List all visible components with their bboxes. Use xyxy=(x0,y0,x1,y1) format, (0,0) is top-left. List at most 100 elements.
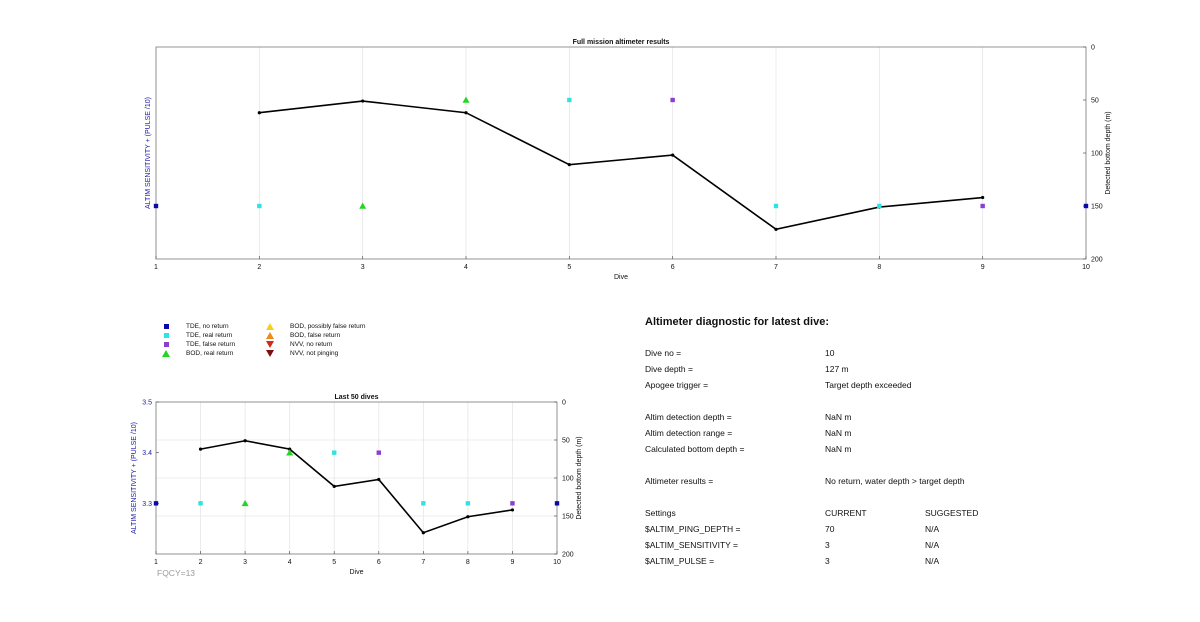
x-tick-label: 2 xyxy=(199,559,203,566)
tde-marker xyxy=(510,501,515,506)
bod-marker xyxy=(462,96,470,103)
chart-legend: TDE, no return TDE, real return TDE, fal… xyxy=(156,320,416,362)
depth-point xyxy=(774,227,778,231)
x-tick-label: 9 xyxy=(510,559,514,566)
square-marker-icon xyxy=(162,332,170,340)
right-tick-label: 150 xyxy=(562,514,574,521)
setting-current: 3 xyxy=(825,556,830,566)
x-tick-label: 7 xyxy=(774,264,778,271)
tde-marker xyxy=(670,97,675,103)
diagnostic-label: Altim detection range = xyxy=(645,428,733,438)
x-tick-label: 6 xyxy=(671,264,675,271)
x-tick-label: 6 xyxy=(377,559,381,566)
left-tick-label: 3.5 xyxy=(142,400,152,407)
diagnostic-value: 127 m xyxy=(825,364,849,374)
triangle-down-marker-icon xyxy=(266,349,274,358)
x-tick-label: 5 xyxy=(332,559,336,566)
x-axis-label: Dive xyxy=(614,274,628,281)
depth-point xyxy=(257,111,261,115)
depth-point xyxy=(671,153,675,157)
legend-label: BOD, possibly false return xyxy=(290,323,366,330)
diagnostic-title: Altimeter diagnostic for latest dive: xyxy=(645,316,829,328)
left-tick-label: 3.3 xyxy=(142,501,152,508)
tde-marker xyxy=(421,501,426,506)
depth-point xyxy=(466,515,470,519)
x-tick-label: 3 xyxy=(243,559,247,566)
right-tick-label: 200 xyxy=(1091,257,1103,264)
left-tick-label: 3.4 xyxy=(142,450,152,457)
x-tick-label: 3 xyxy=(361,264,365,271)
tde-marker xyxy=(153,501,159,506)
depth-point xyxy=(981,195,985,200)
diagnostic-row: Calculated bottom depth = NaN m xyxy=(645,444,1165,456)
legend-item: TDE, false return xyxy=(162,340,235,349)
depth-point xyxy=(361,99,365,103)
settings-row: $ALTIM_PULSE = 3 N/A xyxy=(645,556,1165,568)
x-tick-label: 1 xyxy=(154,264,158,271)
settings-header-suggested: SUGGESTED xyxy=(925,508,979,518)
depth-line xyxy=(259,100,983,231)
triangle-up-marker-icon xyxy=(266,322,274,331)
x-tick-label: 8 xyxy=(466,559,470,566)
diagnostic-row: Altim detection range = NaN m xyxy=(645,428,1165,440)
triangle-up-marker-icon xyxy=(162,349,170,358)
frequency-label: FQCY=13 xyxy=(157,568,196,578)
left-axis-label: ALTIM SENSITIVITY + (PULSE /10) xyxy=(145,97,152,209)
altimeter-diagnostic-panel: Altimeter diagnostic for latest dive: Di… xyxy=(645,312,1165,582)
tde-marker xyxy=(1083,203,1089,209)
bod-marker xyxy=(241,499,249,507)
depth-point xyxy=(567,163,571,167)
depth-point xyxy=(510,508,515,512)
chart-title: Full mission altimeter results xyxy=(573,39,670,46)
left-axis-label: ALTIM SENSITIVITY + (PULSE /10) xyxy=(131,422,138,534)
x-tick-label: 4 xyxy=(464,264,468,271)
legend-label: TDE, real return xyxy=(186,332,233,339)
diagnostic-row: Dive depth = 127 m xyxy=(645,364,1165,376)
right-tick-label: 50 xyxy=(1091,98,1099,105)
diagnostic-label: Apogee trigger = xyxy=(645,380,709,390)
diagnostic-label: Calculated bottom depth = xyxy=(645,444,745,454)
tde-marker xyxy=(567,97,572,103)
setting-current: 3 xyxy=(825,540,830,550)
diagnostic-label: Altimeter results = xyxy=(645,476,714,486)
right-tick-label: 0 xyxy=(1091,45,1095,52)
settings-row: $ALTIM_SENSITIVITY = 3 N/A xyxy=(645,540,1165,552)
x-tick-label: 1 xyxy=(154,559,158,566)
triangle-down-marker-icon xyxy=(266,340,274,349)
tde-marker xyxy=(877,203,882,209)
setting-suggested: N/A xyxy=(925,524,940,534)
right-tick-label: 100 xyxy=(562,476,574,483)
setting-name: $ALTIM_PULSE = xyxy=(645,556,715,566)
legend-item: BOD, possibly false return xyxy=(266,322,366,331)
legend-label: NVV, no return xyxy=(290,341,333,348)
bod-marker xyxy=(359,202,367,209)
setting-name: $ALTIM_SENSITIVITY = xyxy=(645,540,738,550)
legend-item: BOD, false return xyxy=(266,331,340,340)
tde-marker xyxy=(980,203,985,209)
chart-title: Last 50 dives xyxy=(335,394,379,401)
x-tick-label: 10 xyxy=(553,559,561,566)
right-axis-label: Detected bottom depth (m) xyxy=(576,436,583,519)
right-tick-label: 150 xyxy=(1091,204,1103,211)
triangle-up-marker-icon xyxy=(266,331,274,340)
x-tick-label: 9 xyxy=(981,264,985,271)
right-tick-label: 0 xyxy=(562,400,566,407)
tde-marker xyxy=(554,501,560,506)
legend-label: BOD, false return xyxy=(290,332,341,339)
square-marker-icon xyxy=(162,341,170,349)
tde-marker xyxy=(198,501,203,506)
settings-header-row: Settings CURRENT SUGGESTED xyxy=(645,508,1165,520)
plot-frame xyxy=(155,401,558,555)
tde-marker xyxy=(773,203,779,209)
diagnostic-value: NaN m xyxy=(825,428,852,438)
x-tick-label: 4 xyxy=(288,559,292,566)
setting-name: $ALTIM_PING_DEPTH = xyxy=(645,524,741,534)
x-tick-label: 10 xyxy=(1082,264,1090,271)
legend-label: TDE, no return xyxy=(186,323,229,330)
setting-suggested: N/A xyxy=(925,540,940,550)
x-tick-label: 2 xyxy=(257,264,261,271)
setting-current: 70 xyxy=(825,524,835,534)
diagnostic-row: Altimeter results = No return, water dep… xyxy=(645,476,1165,488)
diagnostic-row: Apogee trigger = Target depth exceeded xyxy=(645,380,1165,392)
